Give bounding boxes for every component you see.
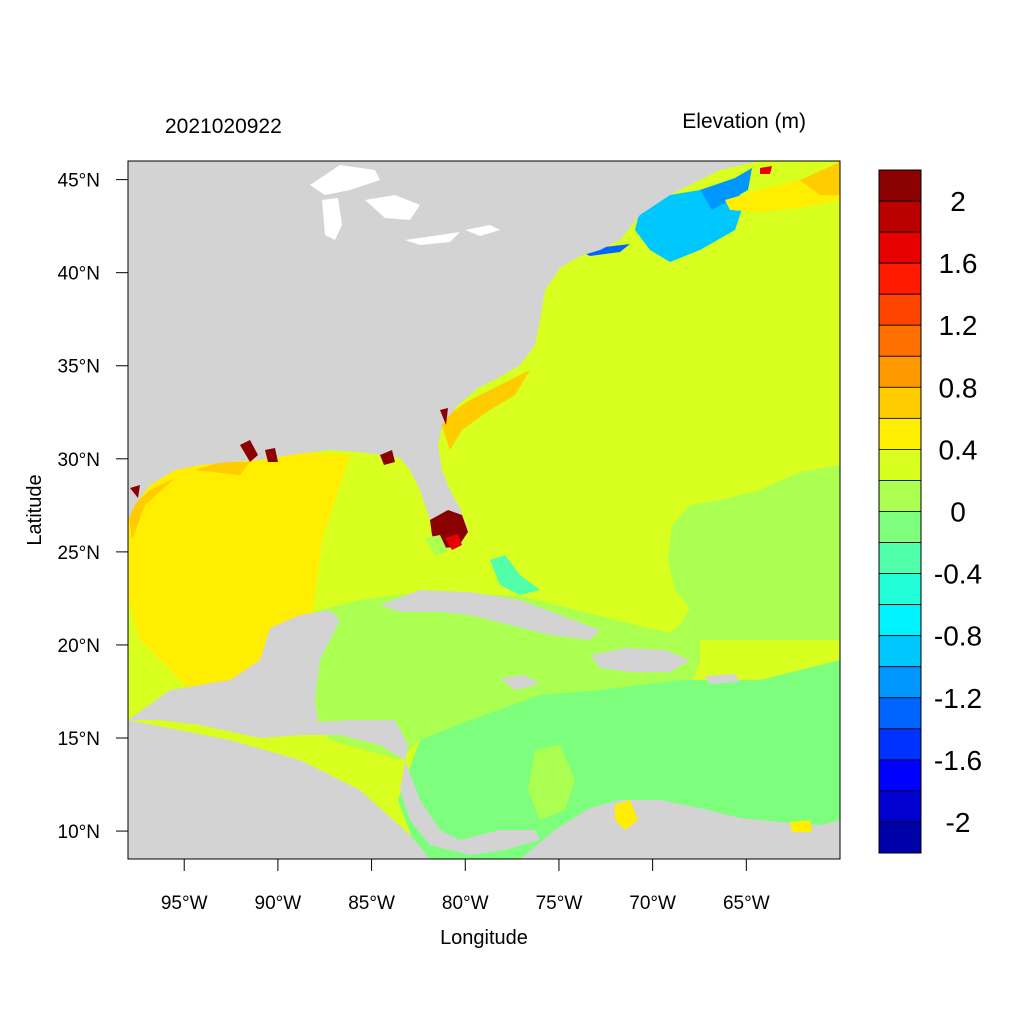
colorbar-swatch: [878, 262, 922, 295]
colorbar-swatch: [878, 293, 922, 326]
colorbar-label: 0.4: [939, 434, 978, 465]
bahamas-bank: [490, 555, 540, 595]
map-field: [128, 161, 840, 859]
florida-bay: [425, 535, 448, 555]
colorbar-label: 0.8: [939, 372, 978, 403]
colorbar-swatch: [878, 324, 922, 357]
colorbar-frame: [878, 169, 922, 854]
colorbar-swatch: [878, 759, 922, 792]
colorbar-label: 1.2: [939, 310, 978, 341]
colorbar-swatch: [878, 573, 922, 606]
lat-tick-label: 25°N: [58, 543, 100, 564]
nova-scotia-coast: [800, 162, 840, 195]
timestamp-title: 2021020922: [165, 115, 282, 138]
latitude-axis: 45°N 40°N 35°N 30°N 25°N 20°N 15°N 10°N: [58, 171, 128, 843]
colorbar-swatch: [878, 200, 922, 233]
colorbar-label: -1.6: [934, 745, 982, 776]
lon-tick-label: 90°W: [255, 893, 302, 914]
florida-keys-surge: [445, 534, 462, 550]
land: [128, 161, 840, 859]
colorbar-swatch: [878, 790, 922, 823]
y-axis-label: Latitude: [24, 474, 46, 545]
x-axis-label: Longitude: [440, 927, 528, 949]
colorbar-swatch: [878, 542, 922, 574]
colorbar-swatch: [878, 480, 922, 512]
colorbar-swatch: [878, 666, 922, 699]
colorbar-swatch: [878, 355, 922, 388]
colorbar-swatch: [878, 169, 922, 202]
great-lakes: [310, 165, 500, 245]
colorbar-swatch: [878, 231, 922, 264]
plot-frame: [127, 160, 841, 860]
caribbean-east: [398, 660, 840, 859]
colorbar-swatch: [878, 635, 922, 668]
variable-title: Elevation (m): [682, 110, 806, 133]
colorbar-label: -2: [946, 807, 971, 838]
colorbar-swatch: [878, 697, 922, 730]
lon-tick-label: 75°W: [536, 893, 583, 914]
lat-tick-label: 45°N: [58, 171, 100, 192]
lon-tick-label: 65°W: [723, 893, 770, 914]
colorbar-swatch: [878, 511, 922, 543]
lon-tick-label: 95°W: [161, 893, 208, 914]
long-island-sound-low: [582, 244, 630, 256]
lon-tick-label: 70°W: [629, 893, 676, 914]
gulf-of-maine-deep: [700, 168, 752, 210]
lat-tick-label: 10°N: [58, 822, 100, 843]
colorbar-swatch: [878, 728, 922, 761]
coastal-surge-spots: [130, 166, 772, 498]
ocean-near-zero: [660, 465, 840, 640]
lake-maracaibo: [615, 800, 638, 830]
lat-tick-label: 20°N: [58, 636, 100, 657]
colorbar: 2 1.6 1.2 0.8 0.4 0 -0.4 -0.8 -1.2 -1.6 -2: [878, 169, 982, 854]
colorbar-label: 0: [950, 497, 966, 528]
lat-tick-label: 40°N: [58, 264, 100, 285]
colorbar-label: 2: [950, 186, 966, 217]
colorbar-swatch: [878, 604, 922, 637]
colorbar-swatch: [878, 417, 922, 450]
texas-shelf-high: [128, 478, 175, 540]
colombian-basin: [528, 745, 575, 820]
longitude-axis: 95°W 90°W 85°W 80°W 75°W 70°W 65°W: [161, 859, 770, 914]
gulf-of-paria: [790, 820, 812, 832]
colorbar-label: 1.6: [939, 248, 978, 279]
colorbar-label: -1.2: [934, 683, 982, 714]
colorbar-swatch: [878, 386, 922, 419]
lat-tick-label: 15°N: [58, 729, 100, 750]
colorbar-swatch: [878, 449, 922, 481]
lon-tick-label: 85°W: [348, 893, 395, 914]
caribbean-west: [300, 592, 700, 760]
colorbar-swatch: [878, 821, 922, 854]
louisiana-shelf-high: [195, 462, 250, 475]
lat-tick-label: 30°N: [58, 450, 100, 471]
colorbar-label: -0.8: [934, 621, 982, 652]
colorbar-label: -0.4: [934, 559, 982, 590]
carolina-shelf-high: [440, 370, 530, 450]
lat-tick-label: 35°N: [58, 357, 100, 378]
lon-tick-label: 80°W: [442, 893, 489, 914]
